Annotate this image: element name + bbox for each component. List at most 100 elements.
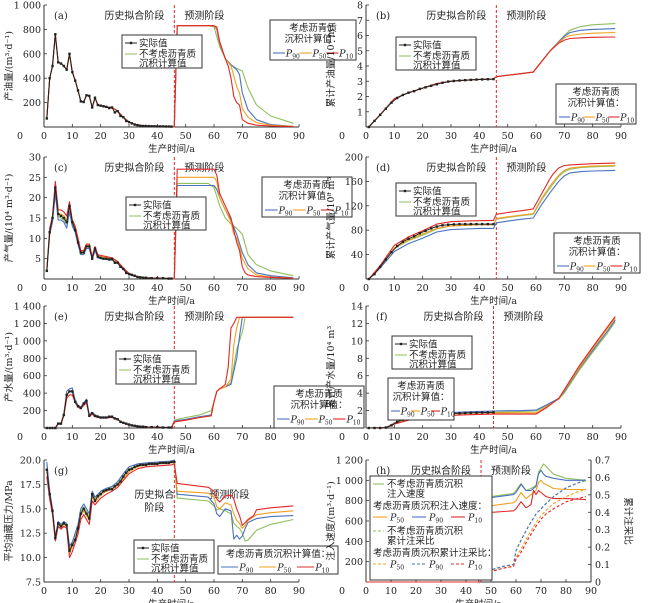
y-tick-label: 800 [23,25,41,36]
phase-label-history-2: 阶段 [144,501,164,514]
legend-label-actual: 实际值 [133,354,162,366]
data-point-actual [133,274,136,277]
data-point-actual [384,107,388,110]
p-subscript: 10 [447,412,455,419]
data-point-actual [492,222,495,226]
data-point-actual [161,461,165,465]
data-point-actual [486,411,490,414]
x-tick-label: 10 [388,131,400,142]
x-tick-label: 60 [208,586,220,597]
data-point-actual [446,223,450,226]
p-subscript: 90 [297,420,305,427]
data-point-actual [122,116,125,119]
phase-label-history: 历史拟合 [134,488,174,501]
legend-label-no-asphaltene-1: 不考虑沥青质 [413,196,471,208]
data-point-actual [469,411,473,415]
legend-label-P90: P90 [285,49,300,61]
legend-label-no-asphaltene-1: 不考虑沥青质 [143,210,201,222]
legend-title-2: 沉积计算值： [278,190,335,202]
data-point-actual [164,125,168,128]
y-tick-label: 4 [357,389,363,400]
x-tick-label: 0 [363,586,369,597]
data-point-actual [127,120,131,124]
series-line-P10 [46,168,294,280]
y-tick-label: 1 200 [336,456,363,467]
y-tick-label-zero: 0 [339,586,345,597]
legend-asphaltene: 考虑沥青质沉积计算值：P90 P50 P10 [217,545,339,575]
legend-label-actual: 实际值 [413,186,442,198]
x-tick-label: 60 [510,586,522,597]
legend-label-P90: P90 [238,563,253,575]
data-point-actual [82,402,85,405]
legend-label-no-asphaltene-1: 不考虑沥青质 [151,553,209,565]
x-tick-label: 0 [41,432,47,443]
data-point-actual [161,125,165,128]
p-letter: P [420,407,428,418]
data-point-actual [113,111,117,114]
x-tick-label: 20 [417,131,429,142]
data-point-actual [59,62,63,65]
phase-label-forecast: 预测阶段 [184,310,224,323]
p-subscript: 10 [474,518,482,525]
y-tick-label: 15.0 [20,504,41,515]
x-tick-label: 20 [95,283,107,294]
panel-label: (d) [376,163,390,174]
data-point-actual [130,467,134,470]
p-subscript: 90 [407,412,415,419]
data-point-actual [73,400,77,404]
data-point-actual [73,79,77,82]
data-point-actual [90,106,94,109]
data-point-actual [147,462,151,466]
x-axis-title: 生产时间/a [148,598,195,603]
data-point-actual [384,426,388,429]
phase-label-history: 历史拟合阶段 [424,310,484,323]
chart-panel-d: 0 10 20 30 40 50 60 70 80 90 40 80 120 160 200 0 生产时间/a 累… [325,153,641,307]
x-tick-label: 50 [180,432,192,443]
p-subscript: 90 [577,118,585,125]
data-point-actual [96,103,100,107]
x-tick-label: 70 [236,432,248,443]
data-point-actual [156,125,159,128]
p-subscript: 10 [474,565,482,572]
data-point-actual [79,100,83,103]
data-point-actual [124,271,128,275]
x-tick-label: 60 [530,131,542,142]
legend-title-1: 考虑沥青质 [289,22,337,34]
data-point-actual [136,425,139,428]
y-tick-label: 1 000 [336,476,363,487]
data-point-actual [407,237,410,240]
x-tick-label: 90 [293,432,305,443]
data-point-actual [59,422,63,425]
chart-panel-f: 0 10 20 30 40 50 60 70 80 9024681012140生产时间/a累计产水… [325,302,627,457]
legend-box [391,335,473,370]
data-point-actual [59,214,63,218]
legend-label-actual: 实际值 [151,543,180,555]
data-point-actual [133,123,136,126]
data-point-actual [124,471,128,474]
legend-box [387,377,455,421]
x-tick-label: 0 [363,283,369,294]
legend-asphaltene: 考虑沥青质沉积计算值：P90 P50 P10 [387,377,455,421]
y-tick-label: 120 [345,201,363,212]
data-point-actual [367,125,371,129]
y-tick-label: 2 [357,92,363,103]
x-tick-label: 50 [502,432,514,443]
data-point-actual [167,426,170,429]
legend-label-no-asphaltene-2: 沉积计算值 [143,220,191,232]
x-tick-label: 30 [123,283,135,294]
data-point-actual [133,465,136,469]
legend-label-no-asph-rate-2: 注入速度 [387,488,426,500]
data-point-actual [76,241,80,244]
data-point-actual [418,87,422,91]
data-point-actual [88,414,91,417]
y-axis-title: 累计产水量/10⁴ m³ [325,326,337,409]
p-letter: P [277,206,285,217]
legend-label-no-asphaltene-2: 沉积计算值 [413,206,461,218]
x-tick-label: 50 [502,131,514,142]
p-subscript: 10 [346,54,354,61]
x-tick-label: 70 [236,283,248,294]
data-point-actual [99,492,102,496]
y-axis-title: 产油量/(m³·d⁻¹) [3,31,15,101]
